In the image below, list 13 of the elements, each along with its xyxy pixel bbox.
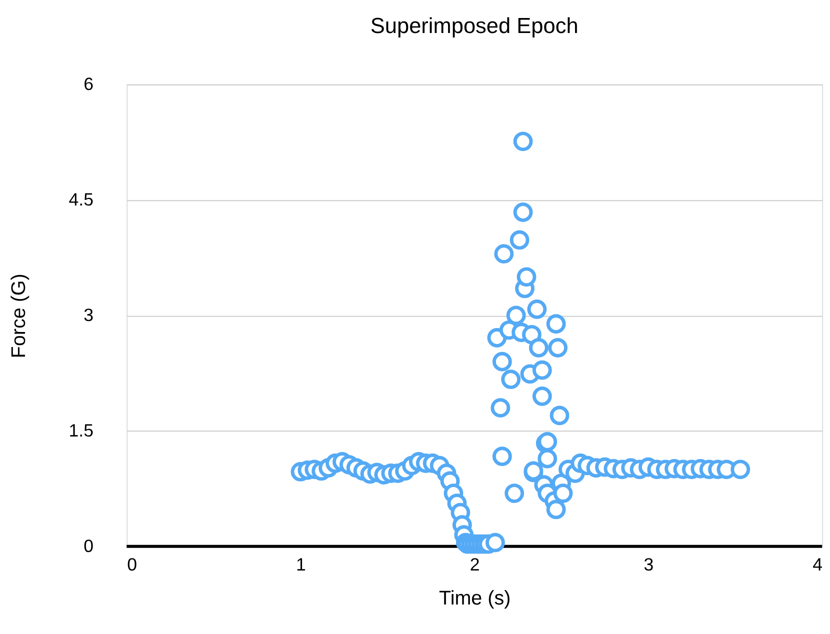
x-tick-label: 2 [470,554,480,575]
y-tick-label: 0 [84,536,94,556]
x-tick-label: 3 [644,554,654,575]
x-tick-label: 4 [812,554,823,575]
x-tick-label: 0 [127,554,138,575]
y-tick-label: 1.5 [68,420,94,440]
y-tick-label: 3 [84,304,94,325]
y-axis-title: Force (G) [8,274,30,358]
chart-title: Superimposed Epoch [370,12,578,38]
y-tick-label: 6 [84,74,94,94]
y-tick-label: 4.5 [68,189,94,210]
x-axis-title: Time (s) [438,587,511,610]
x-tick-label: 1 [296,554,306,575]
